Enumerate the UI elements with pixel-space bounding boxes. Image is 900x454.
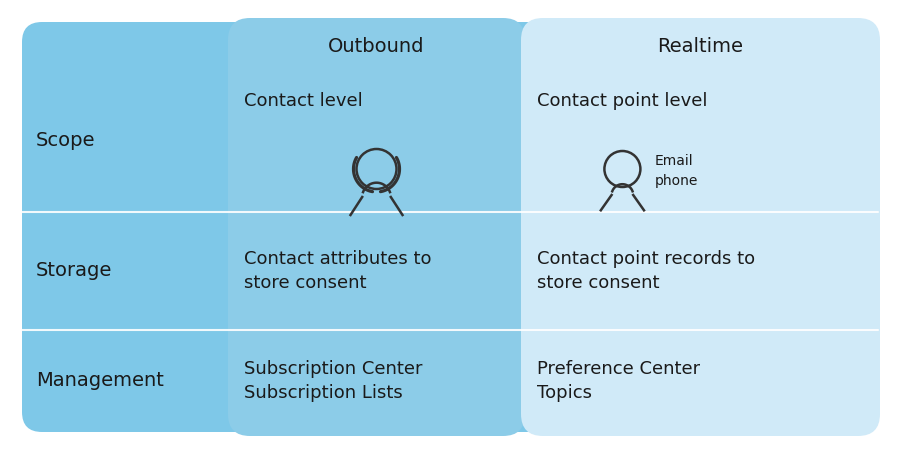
- FancyBboxPatch shape: [521, 18, 880, 436]
- Text: Subscription Center
Subscription Lists: Subscription Center Subscription Lists: [244, 360, 422, 402]
- Text: Realtime: Realtime: [658, 36, 743, 55]
- Text: Preference Center
Topics: Preference Center Topics: [537, 360, 700, 402]
- Text: Management: Management: [36, 371, 164, 390]
- FancyBboxPatch shape: [228, 18, 525, 436]
- Text: Outbound: Outbound: [328, 36, 425, 55]
- Text: Scope: Scope: [36, 132, 95, 150]
- Text: Email
phone: Email phone: [654, 154, 698, 188]
- Text: Contact attributes to
store consent: Contact attributes to store consent: [244, 250, 431, 292]
- Text: Storage: Storage: [36, 262, 112, 281]
- Text: Contact point records to
store consent: Contact point records to store consent: [537, 250, 755, 292]
- Text: Contact level: Contact level: [244, 92, 363, 110]
- FancyBboxPatch shape: [22, 22, 878, 432]
- Text: Contact point level: Contact point level: [537, 92, 707, 110]
